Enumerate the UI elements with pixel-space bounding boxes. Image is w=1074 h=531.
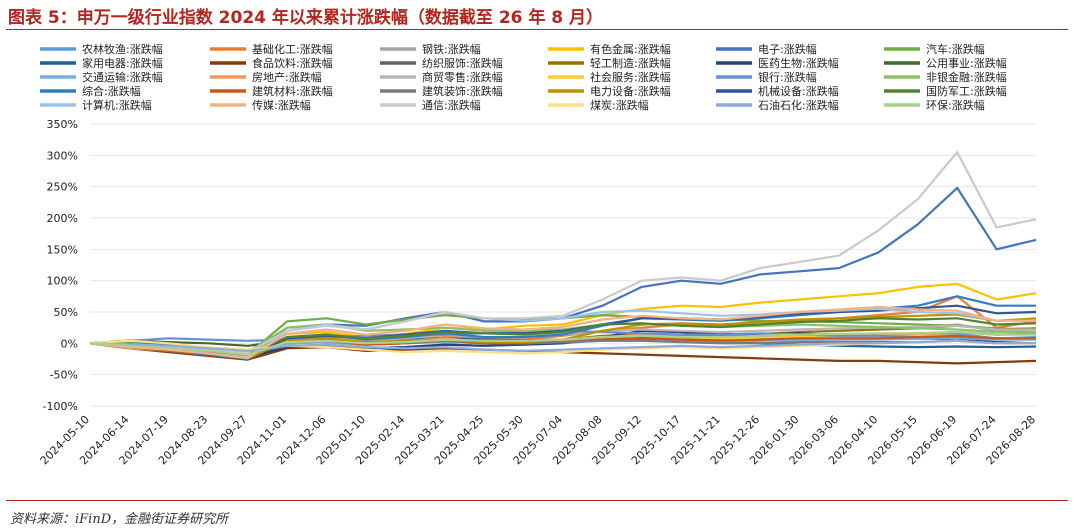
y-tick-label: 150% — [47, 243, 78, 256]
series-line — [89, 339, 1036, 352]
legend-item: 汽车:涨跌幅 — [884, 42, 985, 56]
legend-label: 基础化工:涨跌幅 — [252, 42, 333, 56]
legend-label: 轻工制造:涨跌幅 — [590, 56, 671, 70]
legend-item: 计算机:涨跌幅 — [40, 98, 152, 112]
y-tick-label: 350% — [47, 118, 78, 131]
legend-label: 传媒:涨跌幅 — [252, 98, 311, 112]
legend-item: 建筑装饰:涨跌幅 — [380, 84, 503, 98]
legend-label: 房地产:涨跌幅 — [252, 70, 322, 84]
series-line — [89, 151, 1037, 354]
line-chart: 农林牧渔:涨跌幅 基础化工:涨跌幅 钢铁:涨跌幅 有色金属:涨跌幅 电子:涨跌幅 汽车:涨… — [38, 42, 1038, 467]
y-tick-label: -100% — [43, 400, 78, 413]
legend-label: 机械设备:涨跌幅 — [758, 84, 839, 98]
legend-item: 银行:涨跌幅 — [716, 70, 817, 84]
legend-item: 非银金融:涨跌幅 — [884, 70, 1007, 84]
y-tick-label: 200% — [47, 212, 78, 225]
series-line — [89, 307, 1036, 360]
y-tick-label: 250% — [47, 181, 78, 194]
y-tick-label: -50% — [50, 369, 78, 382]
chart-series — [89, 151, 1037, 365]
legend-item: 通信:涨跌幅 — [380, 98, 481, 112]
legend-item: 轻工制造:涨跌幅 — [548, 56, 671, 70]
legend-label: 计算机:涨跌幅 — [82, 98, 152, 112]
legend-item: 电子:涨跌幅 — [716, 42, 817, 56]
legend-label: 纺织服饰:涨跌幅 — [422, 56, 503, 70]
y-axis-ticks: -100% -50% 0% 50% 100% 150% 200% 250% 300% 350% — [43, 118, 78, 413]
legend-label: 汽车:涨跌幅 — [926, 42, 985, 56]
legend-item: 煤炭:涨跌幅 — [548, 98, 649, 112]
legend-item: 有色金属:涨跌幅 — [548, 42, 671, 56]
legend-label: 公用事业:涨跌幅 — [926, 56, 1007, 70]
legend-item: 机械设备:涨跌幅 — [716, 84, 839, 98]
legend-label: 电力设备:涨跌幅 — [590, 84, 671, 98]
legend-item: 基础化工:涨跌幅 — [210, 42, 333, 56]
legend-item: 医药生物:涨跌幅 — [716, 56, 839, 70]
legend-label: 国防军工:涨跌幅 — [926, 84, 1007, 98]
legend-item: 食品饮料:涨跌幅 — [210, 56, 333, 70]
y-tick-label: 50% — [54, 306, 78, 319]
footer-rule — [6, 500, 1068, 501]
legend-item: 国防军工:涨跌幅 — [884, 84, 1007, 98]
legend-item: 建筑材料:涨跌幅 — [210, 84, 333, 98]
legend-item: 钢铁:涨跌幅 — [380, 42, 481, 56]
chart-gridlines — [90, 123, 1036, 407]
legend-label: 钢铁:涨跌幅 — [422, 42, 481, 56]
series-line — [89, 305, 1036, 359]
legend-item: 传媒:涨跌幅 — [210, 98, 311, 112]
legend-item: 公用事业:涨跌幅 — [884, 56, 1007, 70]
legend-item: 社会服务:涨跌幅 — [548, 70, 671, 84]
y-tick-label: 0% — [61, 337, 78, 350]
source-note: 资料来源：iFinD，金融街证券研究所 — [10, 512, 229, 527]
legend-item: 综合:涨跌幅 — [40, 84, 141, 98]
legend-label: 电子:涨跌幅 — [758, 42, 817, 56]
legend-item: 电力设备:涨跌幅 — [548, 84, 671, 98]
y-tick-label: 100% — [47, 275, 78, 288]
legend-item: 农林牧渔:涨跌幅 — [40, 42, 163, 56]
legend-label: 家用电器:涨跌幅 — [82, 56, 163, 70]
legend-label: 银行:涨跌幅 — [758, 70, 817, 84]
legend-label: 社会服务:涨跌幅 — [590, 70, 671, 84]
legend-label: 医药生物:涨跌幅 — [758, 56, 839, 70]
legend-label: 食品饮料:涨跌幅 — [252, 56, 333, 70]
chart-legend: 农林牧渔:涨跌幅 基础化工:涨跌幅 钢铁:涨跌幅 有色金属:涨跌幅 电子:涨跌幅 汽车:涨… — [40, 42, 1007, 112]
legend-item: 交通运输:涨跌幅 — [40, 70, 163, 84]
legend-label: 煤炭:涨跌幅 — [590, 98, 649, 112]
legend-item: 房地产:涨跌幅 — [210, 70, 322, 84]
legend-item: 环保:涨跌幅 — [884, 98, 985, 112]
legend-label: 农林牧渔:涨跌幅 — [82, 42, 163, 56]
legend-item: 家用电器:涨跌幅 — [40, 56, 163, 70]
legend-label: 有色金属:涨跌幅 — [590, 42, 671, 56]
series-line — [89, 331, 1036, 356]
legend-item: 石油石化:涨跌幅 — [716, 98, 839, 112]
x-axis-ticks: 2024-05-102024-06-142024-07-192024-08-23… — [38, 413, 1038, 467]
legend-label: 交通运输:涨跌幅 — [82, 70, 163, 84]
legend-label: 通信:涨跌幅 — [422, 98, 481, 112]
legend-label: 建筑装饰:涨跌幅 — [422, 84, 503, 98]
legend-label: 非银金融:涨跌幅 — [926, 70, 1007, 84]
legend-label: 商贸零售:涨跌幅 — [422, 70, 503, 84]
legend-label: 环保:涨跌幅 — [926, 98, 985, 112]
legend-item: 纺织服饰:涨跌幅 — [380, 56, 503, 70]
legend-item: 商贸零售:涨跌幅 — [380, 70, 503, 84]
legend-label: 建筑材料:涨跌幅 — [252, 84, 333, 98]
figure-title: 图表 5：申万一级行业指数 2024 年以来累计涨跌幅（数据截至 26 年 8 … — [8, 8, 604, 28]
title-rule — [6, 29, 1068, 30]
legend-label: 石油石化:涨跌幅 — [758, 98, 839, 112]
legend-label: 综合:涨跌幅 — [82, 84, 141, 98]
y-tick-label: 300% — [47, 149, 78, 162]
